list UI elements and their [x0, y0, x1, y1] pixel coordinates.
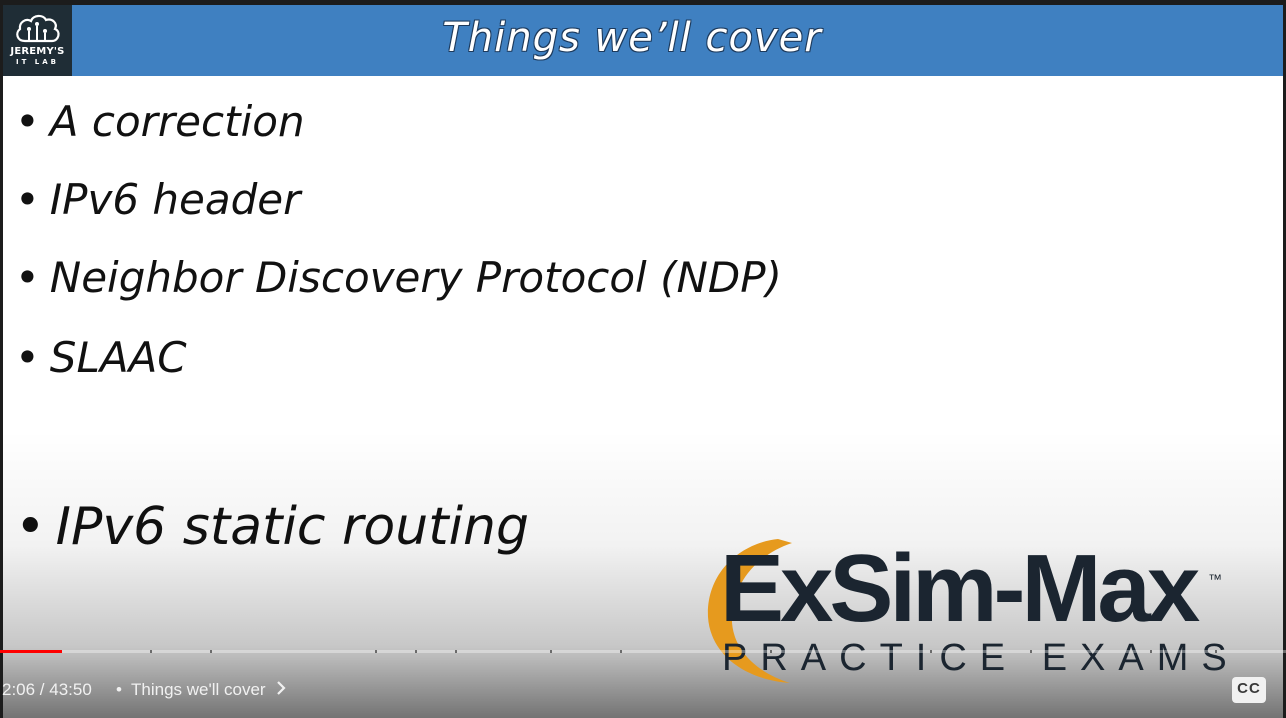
bullet-item: • IPv6 header	[15, 175, 300, 224]
chapter-marker	[770, 650, 772, 653]
progress-fill	[0, 650, 62, 653]
chapter-marker	[1030, 650, 1032, 653]
channel-logo: JEREMY'S IT LAB	[3, 5, 72, 76]
closed-captions-icon	[1232, 677, 1266, 703]
separator-dot: •	[116, 680, 122, 699]
sponsor-overlay[interactable]: ExSim-Max ™ PRACTICE EXAMS	[700, 533, 1240, 688]
time-display: 2:06 / 43:50	[2, 680, 92, 699]
chapter-marker	[550, 650, 552, 653]
bullet-dot: •	[15, 253, 40, 302]
chapter-marker	[210, 650, 212, 653]
chapter-marker	[620, 650, 622, 653]
slide-title: Things we’ll cover	[442, 15, 822, 61]
bullet-text: A correction	[49, 97, 305, 146]
logo-line1: JEREMY'S	[10, 46, 65, 57]
chapter-marker	[930, 650, 932, 653]
slide-header: JEREMY'S IT LAB Things we’ll cover	[3, 5, 1283, 76]
bullet-dot: •	[15, 175, 40, 224]
chapter-marker	[1150, 650, 1152, 653]
subtitles-button[interactable]: CC	[1232, 677, 1266, 703]
sponsor-tagline: PRACTICE EXAMS	[722, 637, 1240, 679]
bullet-item: • SLAAC	[15, 333, 187, 382]
sponsor-brand: ExSim-Max	[720, 535, 1200, 642]
bullet-text: SLAAC	[49, 333, 187, 382]
chapter-title: Things we'll cover	[131, 680, 266, 699]
swoosh-icon	[707, 539, 792, 683]
bullet-dot: •	[15, 497, 46, 557]
progress-bar[interactable]	[0, 650, 1286, 653]
bullet-text: IPv6 header	[49, 175, 301, 224]
chapter-marker	[455, 650, 457, 653]
chapter-marker	[415, 650, 417, 653]
bullet-item: • Neighbor Discovery Protocol (NDP)	[15, 253, 782, 302]
bullet-item: • A correction	[15, 97, 305, 146]
chevron-right-icon	[276, 680, 286, 701]
bullet-dot: •	[15, 97, 40, 146]
bullet-text: Neighbor Discovery Protocol (NDP)	[49, 253, 782, 302]
bullet-item: • IPv6 static routing	[15, 497, 529, 557]
cloud-circuit-icon	[16, 14, 60, 43]
chapter-marker	[1215, 650, 1217, 653]
player-controls: 2:06 / 43:50 • Things we'll cover CC	[0, 672, 1286, 708]
cc-label: CC	[1237, 680, 1261, 697]
chapter-marker	[150, 650, 152, 653]
chapter-marker	[375, 650, 377, 653]
bullet-text: IPv6 static routing	[55, 497, 530, 557]
bullet-dot: •	[15, 333, 40, 382]
logo-line2: IT LAB	[15, 58, 60, 66]
trademark-mark: ™	[1208, 571, 1222, 587]
chapter-button[interactable]: Things we'll cover	[131, 680, 286, 701]
